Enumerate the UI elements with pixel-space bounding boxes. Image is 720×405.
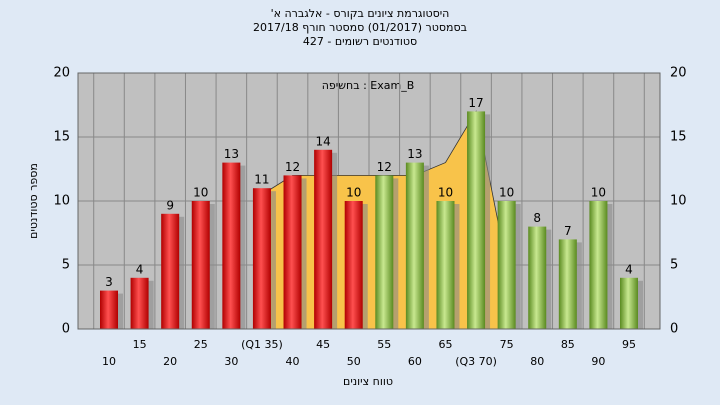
annotation: בחשיפה : Exam_B [322,79,415,92]
bar [283,175,302,329]
x-tick-label: (Q1 35) [241,338,283,351]
x-tick-label: 40 [286,355,300,368]
bar [191,201,210,329]
data-label: 13 [407,147,422,161]
bar [497,201,516,329]
x-tick-label: 25 [194,338,208,351]
y2-tick-label: 0 [670,322,678,337]
x-tick-label: 85 [561,338,575,351]
x-tick-label: 90 [591,355,605,368]
bar [314,149,333,329]
bar [222,162,241,329]
data-label: 4 [136,262,144,276]
bar [620,277,638,329]
data-label: 12 [377,160,392,174]
data-label: 10 [193,186,208,200]
x-tick-label: 45 [316,338,330,351]
chart-title: היסטוגרמת ציונים בקורס - אלגברה א' [271,7,450,20]
y-tick-label: 15 [53,130,70,145]
data-label: 3 [105,275,113,289]
y-tick-label: 10 [53,194,70,209]
y-tick-label: 20 [53,66,70,81]
data-label: 10 [499,186,514,200]
data-label: 10 [438,186,453,200]
bar [130,277,149,329]
x-tick-label: 10 [102,355,116,368]
bar [467,111,486,330]
data-label: 10 [346,186,361,200]
x-tick-label: 30 [224,355,238,368]
subtitle: בסמסטר (01/2017) סמסטר חורף 2017/18 [253,21,467,34]
y-axis-label: מספר סטודנטים [27,163,40,239]
data-label: 13 [224,147,239,161]
y2-tick-label: 20 [670,66,687,81]
x-tick-label: 95 [622,338,636,351]
bar [558,239,577,329]
data-label: 9 [166,198,174,212]
x-tick-label: 20 [163,355,177,368]
x-tick-label: 60 [408,355,422,368]
bar [161,213,180,329]
y2-tick-label: 5 [670,258,678,273]
y-tick-label: 0 [62,322,70,337]
data-label: 11 [254,173,269,187]
data-label: 12 [285,160,300,174]
bar [375,175,394,329]
data-label: 14 [315,134,330,148]
bar [528,226,547,329]
plot-border [77,72,661,330]
bar [252,188,271,329]
y-tick-label: 5 [62,258,70,273]
subtitle: סטודנטים רשומים - 427 [303,35,417,48]
bar [405,162,424,329]
bar [589,201,608,329]
x-tick-label: 75 [500,338,514,351]
x-tick-label: 15 [133,338,147,351]
x-tick-label: 55 [377,338,391,351]
data-label: 7 [564,224,572,238]
x-tick-label: 80 [530,355,544,368]
bar [100,290,118,329]
bar [344,201,363,329]
data-label: 4 [625,262,633,276]
data-label: 8 [533,211,541,225]
y2-tick-label: 10 [670,194,687,209]
x-tick-label: 65 [438,338,452,351]
bar [436,201,455,329]
x-axis-label: טווח ציונים [343,375,393,388]
x-tick-label: 50 [347,355,361,368]
data-label: 17 [468,96,483,110]
x-tick-label: (Q3 70) [455,355,497,368]
data-label: 10 [591,186,606,200]
y2-tick-label: 15 [670,130,687,145]
